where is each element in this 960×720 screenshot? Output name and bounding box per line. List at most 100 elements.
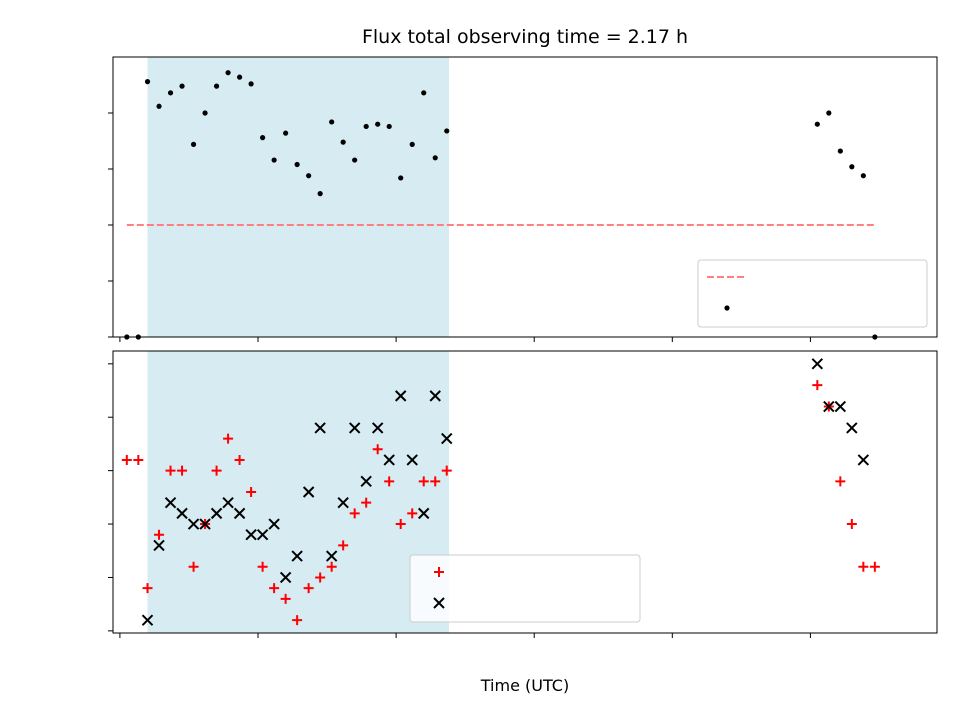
matched-star-marker: [846, 519, 857, 530]
matched-star-marker: [154, 529, 165, 540]
matched-star-marker: [338, 540, 349, 551]
predicted-star-marker: [441, 432, 453, 445]
predicted-star-marker: [268, 518, 280, 530]
legend: [409, 554, 641, 623]
matched-star-marker: [812, 380, 823, 391]
matched-star-marker: [188, 561, 199, 572]
measurement-point: [236, 74, 243, 80]
measurement-point: [248, 81, 254, 87]
measurement-point: [225, 70, 231, 76]
predicted-star-marker: [325, 550, 338, 562]
measurement-point: [156, 103, 162, 109]
predicted-star-marker: [846, 422, 858, 434]
matched-star-marker: [211, 465, 222, 476]
measurement-point: [363, 123, 369, 130]
measurement-point: [167, 90, 174, 96]
measurement-point: [144, 79, 151, 85]
predicted-star-marker: [245, 529, 257, 541]
matched-star-marker: [384, 476, 395, 487]
predicted-star-marker: [153, 539, 165, 552]
axes-frame: [112, 350, 938, 634]
legend-box: [409, 554, 641, 623]
matched-star-marker: [407, 508, 418, 519]
predicted-star-marker: [302, 486, 315, 498]
predicted-star-marker: [857, 454, 870, 466]
measurement-point: [421, 90, 427, 96]
matched-star-marker: [269, 583, 280, 594]
matched-star-marker: [234, 454, 245, 465]
observing-window-shade: [147, 57, 450, 337]
matched-star-marker: [349, 508, 360, 519]
measurement-point: [329, 119, 335, 125]
measurement-point: [386, 123, 392, 130]
matched-star-marker: [303, 583, 314, 594]
matched-star-marker: [246, 487, 257, 497]
matched-star-marker: [257, 561, 268, 572]
chart-title: Flux total observing time = 2.17 h: [362, 26, 688, 48]
measurement-point: [317, 191, 323, 197]
legend-measurement-swatch: [724, 305, 730, 311]
matched-star-marker: [326, 561, 337, 572]
predicted-star-marker: [233, 507, 246, 520]
predicted-star-marker: [429, 390, 441, 402]
matched-star-marker: [869, 561, 880, 572]
predicted-star-marker: [371, 422, 384, 434]
measurement-point: [202, 110, 208, 116]
matched-star-marker: [177, 465, 188, 476]
top-panel: [108, 56, 938, 342]
matched-star-marker: [165, 465, 176, 476]
measurement-point: [306, 173, 312, 179]
matched-star-marker: [292, 615, 303, 626]
legend: [697, 259, 928, 328]
measurement-point: [432, 155, 438, 161]
predicted-star-marker: [337, 496, 349, 509]
predicted-star-marker: [256, 529, 269, 541]
measurement-point: [352, 157, 358, 163]
matched-star-marker: [315, 572, 326, 583]
x-axis-label: Time (UTC): [480, 676, 569, 695]
measurement-point: [409, 141, 415, 147]
measurement-point: [814, 121, 820, 127]
predicted-star-marker: [406, 454, 418, 466]
predicted-star-marker: [199, 518, 211, 530]
bottom-panel: [108, 350, 938, 638]
measurement-point: [398, 175, 404, 181]
matched-star-marker: [121, 454, 132, 465]
axes-frame: [112, 56, 938, 338]
predicted-star-marker: [811, 358, 824, 370]
predicted-star-marker: [164, 496, 177, 509]
predicted-star-marker: [360, 475, 372, 488]
measurement-point: [271, 157, 277, 163]
measurement-point: [190, 141, 197, 147]
measurement-point: [826, 110, 832, 116]
predicted-star-marker: [823, 400, 835, 413]
legend-matched-swatch: [434, 567, 444, 577]
matched-star-marker: [280, 593, 291, 604]
predicted-star-marker: [348, 422, 361, 434]
matched-star-marker: [430, 476, 441, 487]
measurement-point: [837, 148, 843, 154]
measurement-point: [375, 121, 381, 127]
predicted-star-marker: [314, 422, 326, 434]
matched-star-marker: [441, 465, 452, 476]
predicted-star-marker: [418, 507, 430, 520]
legend-predicted-swatch: [433, 597, 445, 609]
matched-star-marker: [223, 433, 234, 444]
matched-star-marker: [395, 519, 406, 530]
predicted-star-marker: [279, 571, 292, 584]
measurement-point: [849, 164, 855, 170]
predicted-star-marker: [834, 400, 847, 413]
measurement-point: [213, 83, 220, 89]
matched-star-marker: [835, 476, 846, 487]
matched-star-marker: [418, 476, 429, 487]
predicted-star-marker: [383, 454, 395, 466]
matched-star-marker: [133, 454, 144, 465]
predicted-star-marker: [210, 507, 223, 520]
predicted-star-marker: [222, 496, 234, 509]
matched-star-marker: [372, 444, 383, 455]
measurement-point: [260, 135, 266, 141]
predicted-star-marker: [187, 518, 200, 530]
matched-star-marker: [858, 561, 869, 572]
measurement-point: [340, 139, 346, 145]
